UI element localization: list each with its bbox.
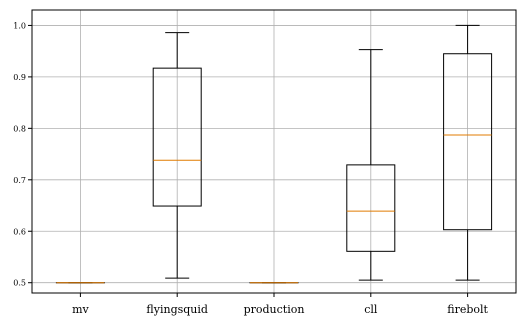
box-cll [346,49,396,281]
x-axis-ticks: mv flyingsquid production cll firebolt [72,293,489,316]
y-tick-label: 0.6 [13,227,26,236]
x-tick-label-mv: mv [72,303,89,316]
iqr-box [346,164,396,252]
x-tick-label-flyingsquid: flyingsquid [146,303,208,316]
y-tick-label: 0.8 [13,124,26,133]
grid-lines [32,10,516,293]
box-firebolt [443,24,493,281]
iqr-box [443,53,493,231]
y-tick-label: 1.0 [13,21,26,30]
iqr-box [152,67,202,207]
x-tick-label-production: production [244,303,305,316]
x-tick-label-firebolt: firebolt [447,303,488,316]
box-flyingsquid [152,32,202,279]
y-axis-ticks: 0.5 0.6 0.7 0.8 0.9 1.0 [13,21,32,288]
y-tick-label: 0.7 [13,176,26,185]
y-tick-label: 0.5 [13,279,26,288]
box-series [55,24,493,284]
y-tick-label: 0.9 [13,73,26,82]
x-tick-label-cll: cll [364,303,378,316]
